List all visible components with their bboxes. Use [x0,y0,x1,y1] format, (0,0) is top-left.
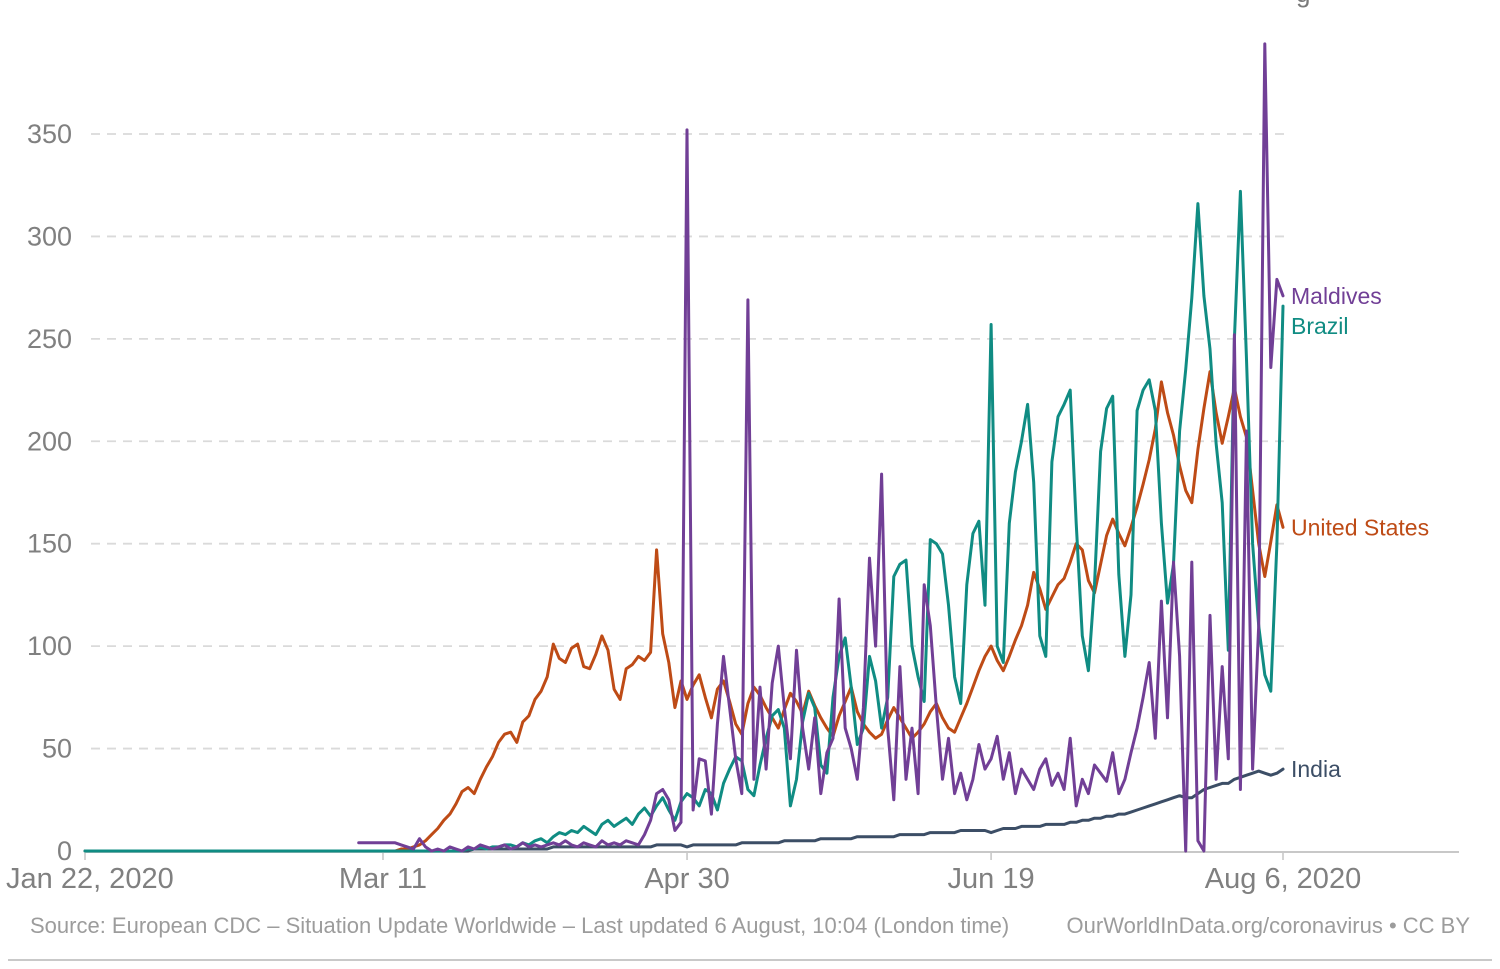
y-axis-tick-label: 0 [57,836,72,866]
clipped-title-fragment: g [1296,0,1336,10]
y-axis-tick-label: 200 [27,426,72,456]
series-line-brazil [83,189,1285,853]
source-note: Source: European CDC – Situation Update … [30,913,1010,938]
bottom-border-line [8,959,1492,961]
y-axis-tick-label: 50 [42,734,72,764]
series-line-india [83,767,1285,853]
series-label-maldives[interactable]: Maldives [1291,283,1382,309]
attribution-link[interactable]: OurWorldInData.org/coronavirus • CC BY [1066,913,1470,938]
x-axis-tick-label: Aug 6, 2020 [1205,863,1361,895]
x-axis-tick-label: Jan 22, 2020 [6,863,174,895]
y-axis-tick-label: 300 [27,221,72,251]
x-axis-tick-label: Jun 19 [948,863,1035,895]
series-label-india[interactable]: India [1291,756,1341,782]
series-label-united-states[interactable]: United States [1291,514,1429,540]
y-axis-tick-label: 250 [27,324,72,354]
x-axis-tick-label: Apr 30 [644,863,729,895]
title-fragment-glyph: g [1296,0,1310,8]
y-axis-tick-label: 150 [27,529,72,559]
series-label-brazil[interactable]: Brazil [1291,313,1349,339]
x-axis-tick-label: Mar 11 [339,863,427,895]
chart-footer: Source: European CDC – Situation Update … [30,913,1470,939]
y-axis-tick-label: 100 [27,631,72,661]
y-axis-tick-label: 350 [27,119,72,149]
series-line-maldives [357,42,1285,853]
